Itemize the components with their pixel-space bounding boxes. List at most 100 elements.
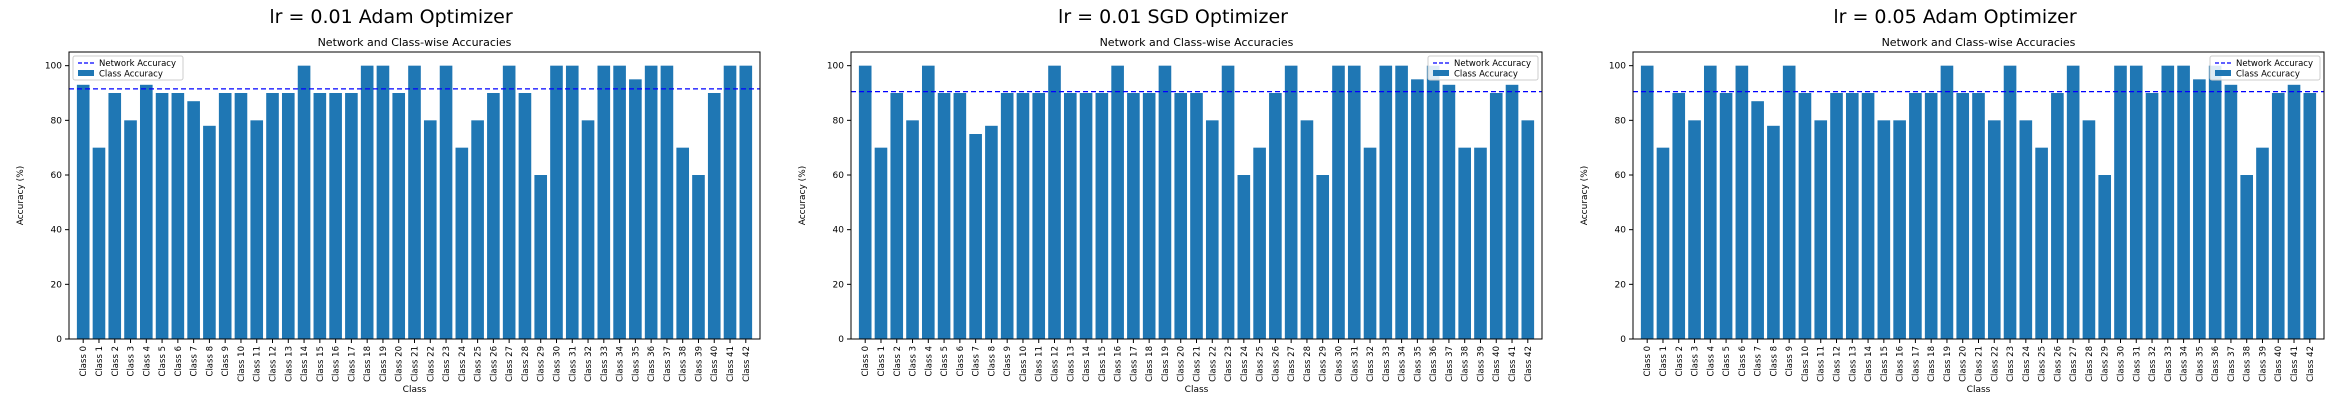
x-tick-label: Class 14 <box>1864 346 1874 382</box>
bar <box>1672 93 1686 339</box>
x-tick-label: Class 22 <box>1990 346 2000 382</box>
legend-label-network: Network Accuracy <box>99 59 176 69</box>
bar <box>1442 84 1456 339</box>
legend-box <box>1427 55 1539 81</box>
bar <box>2271 93 2285 339</box>
panel-suptitle: lr = 0.01 Adam Optimizer <box>269 6 513 28</box>
x-tick-label: Class 31 <box>2132 346 2142 382</box>
bar <box>2003 65 2017 340</box>
bar <box>1048 65 1061 340</box>
bar <box>985 125 998 339</box>
x-axis-label: Class <box>1967 385 1991 395</box>
x-tick-label: Class 11 <box>253 346 263 382</box>
bar <box>2287 84 2301 339</box>
x-tick-label: Class 21 <box>1193 346 1203 382</box>
y-tick-label: 20 <box>833 280 845 290</box>
legend-label-class: Class Accuracy <box>99 70 163 80</box>
x-tick-label: Class 37 <box>1445 346 1455 382</box>
bar <box>234 93 248 339</box>
bar <box>2240 175 2254 339</box>
bar <box>1395 65 1408 340</box>
bar <box>921 65 935 340</box>
x-tick-label: Class 5 <box>940 346 950 376</box>
bar <box>2066 65 2080 340</box>
bar <box>550 65 563 340</box>
x-tick-label: Class 23 <box>2006 346 2016 382</box>
x-tick-label: Class 31 <box>568 346 578 382</box>
x-tick-label: Class 8 <box>205 346 215 376</box>
x-tick-label: Class 32 <box>2148 346 2158 382</box>
bar <box>1909 93 1922 339</box>
x-tick-label: Class 4 <box>1706 346 1716 376</box>
x-tick-label: Class 1 <box>877 346 887 376</box>
x-tick-label: Class 19 <box>1161 346 1171 382</box>
x-tick-label: Class 5 <box>1722 346 1732 376</box>
x-tick-label: Class 40 <box>2274 346 2284 382</box>
bar <box>2035 147 2048 339</box>
x-tick-label: Class 6 <box>956 346 966 376</box>
x-tick-label: Class 18 <box>1927 346 1937 382</box>
y-axis-label: Accuracy (%) <box>798 166 808 226</box>
bar <box>155 93 169 339</box>
bar <box>1458 147 1472 339</box>
bar <box>139 84 153 339</box>
bar <box>1095 93 1109 339</box>
x-axis-label: Class <box>403 385 427 395</box>
x-tick-label: Class 3 <box>1691 346 1701 376</box>
bar <box>203 125 216 339</box>
bar <box>1656 147 1670 339</box>
bar <box>1521 120 1535 339</box>
bar <box>2208 65 2222 340</box>
x-tick-label: Class 18 <box>1145 346 1155 382</box>
bar <box>502 65 516 340</box>
bar <box>1703 65 1717 340</box>
x-tick-label: Class 41 <box>1508 346 1518 382</box>
x-tick-label: Class 23 <box>1224 346 1234 382</box>
x-tick-label: Class 17 <box>1129 346 1139 382</box>
bar <box>266 93 279 339</box>
y-tick-label: 60 <box>51 171 63 181</box>
bar <box>392 93 406 339</box>
bar-chart-0: Network and Class-wise Accuracies Class 0… <box>16 36 761 395</box>
y-tick-label: 20 <box>1615 280 1627 290</box>
bar <box>1640 65 1654 340</box>
bar <box>2177 65 2190 340</box>
x-tick-label: Class 17 <box>347 346 357 382</box>
bar <box>1316 175 1330 339</box>
bar <box>613 65 626 340</box>
bar <box>858 65 872 340</box>
axes-title: Network and Class-wise Accuracies <box>318 36 512 49</box>
bar <box>1253 147 1266 339</box>
x-tick-label: Class 33 <box>2164 346 2174 382</box>
y-tick-label: 100 <box>45 62 62 72</box>
bar <box>534 175 548 339</box>
x-tick-label: Class 3 <box>127 346 137 376</box>
legend-bar-swatch <box>1433 70 1449 76</box>
bar <box>1877 120 1891 339</box>
x-tick-label: Class 26 <box>489 346 499 382</box>
x-tick-label: Class 32 <box>1366 346 1376 382</box>
x-tick-label: Class 20 <box>1177 346 1187 382</box>
x-tick-label: Class 24 <box>1240 346 1250 382</box>
y-tick-label: 80 <box>51 116 63 126</box>
x-tick-label: Class 42 <box>2306 346 2316 382</box>
y-tick-label: 80 <box>1615 116 1627 126</box>
x-tick-label: Class 38 <box>1461 346 1471 382</box>
x-tick-label: Class 9 <box>1785 346 1795 376</box>
legend-label-network: Network Accuracy <box>1454 59 1531 69</box>
bar <box>723 65 737 340</box>
x-tick-label: Class 28 <box>521 346 531 382</box>
bar <box>1300 120 1314 339</box>
x-tick-label: Class 20 <box>395 346 405 382</box>
x-tick-label: Class 12 <box>269 346 279 382</box>
x-tick-label: Class 23 <box>442 346 452 382</box>
x-tick-label: Class 8 <box>987 346 997 376</box>
x-tick-label: Class 25 <box>474 346 484 382</box>
bar <box>1079 93 1093 339</box>
x-tick-label: Class 18 <box>363 346 373 382</box>
bar <box>1127 93 1140 339</box>
x-tick-label: Class 4 <box>142 346 152 376</box>
bar <box>423 120 437 339</box>
x-tick-label: Class 35 <box>631 346 641 382</box>
x-tick-label: Class 22 <box>1208 346 1218 382</box>
